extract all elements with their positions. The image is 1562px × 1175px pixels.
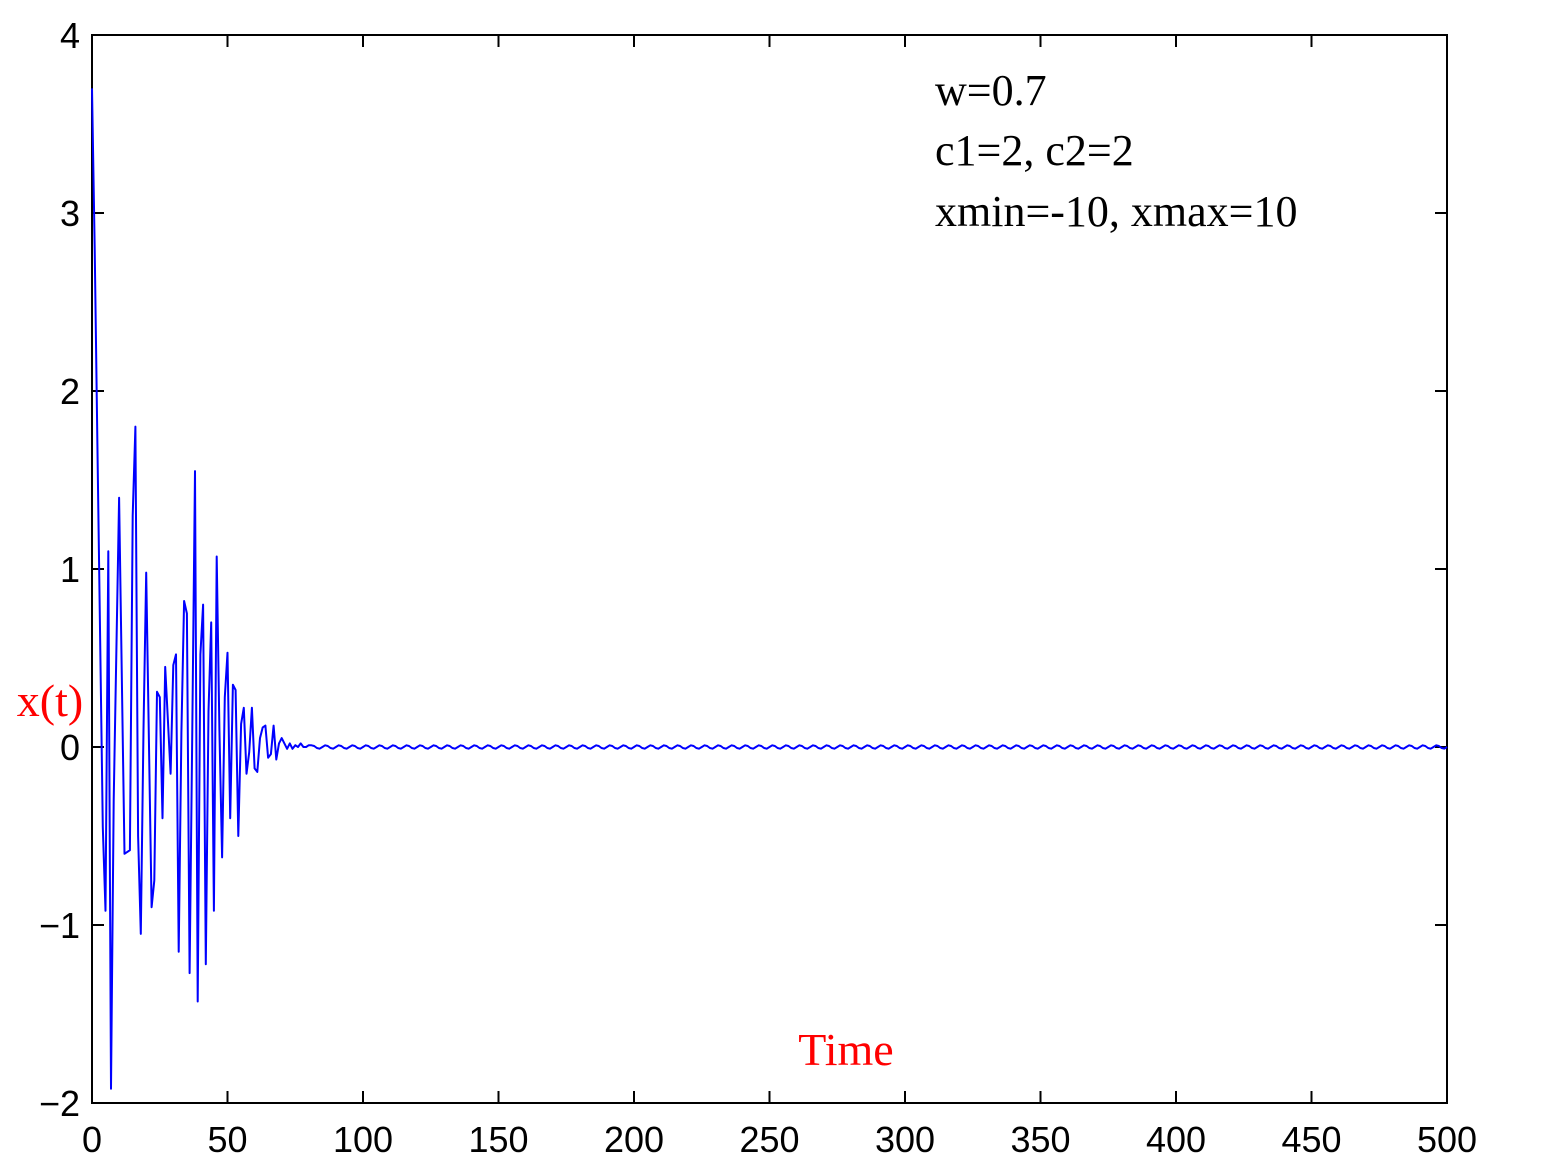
x-tick-label: 150 <box>468 1119 528 1160</box>
annotation-xmin-xmax: xmin=-10, xmax=10 <box>935 187 1297 236</box>
x-tick-label: 100 <box>333 1119 393 1160</box>
x-tick-label: 450 <box>1281 1119 1341 1160</box>
series-line <box>91 88 1448 1090</box>
x-tick-label: 250 <box>739 1119 799 1160</box>
plot-area <box>91 34 1448 1104</box>
y-tick-label: 3 <box>60 193 80 234</box>
x-tick-label: 200 <box>604 1119 664 1160</box>
x-tick-label: 0 <box>82 1119 102 1160</box>
y-tick-label: −2 <box>39 1083 80 1124</box>
y-tick-label: 4 <box>60 15 80 56</box>
x-tick-label: 50 <box>207 1119 247 1160</box>
annotation-w: w=0.7 <box>935 66 1047 115</box>
x-tick-label: 300 <box>875 1119 935 1160</box>
y-tick-label: 1 <box>60 549 80 590</box>
y-tick-label: 0 <box>60 727 80 768</box>
x-tick-label: 500 <box>1417 1119 1477 1160</box>
annotation-c1-c2: c1=2, c2=2 <box>935 126 1134 175</box>
y-tick-label: −1 <box>39 905 80 946</box>
y-tick-label: 2 <box>60 371 80 412</box>
x-tick-label: 400 <box>1146 1119 1206 1160</box>
x-tick-label: 350 <box>1010 1119 1070 1160</box>
x-axis-label: Time <box>798 1024 893 1075</box>
y-axis-label: x(t) <box>17 675 83 726</box>
